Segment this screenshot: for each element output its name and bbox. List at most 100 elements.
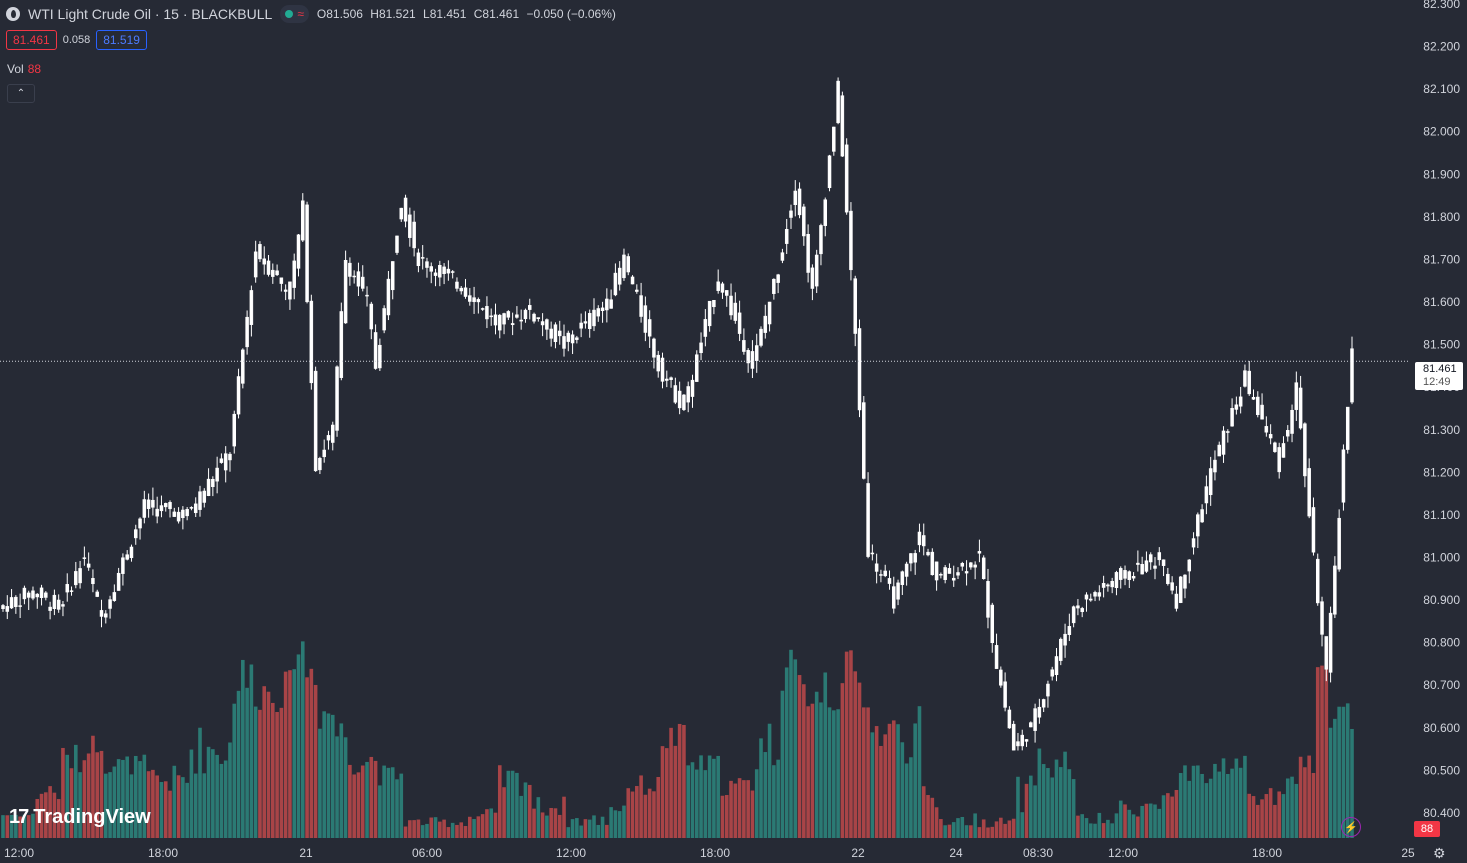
candle-body (1020, 734, 1024, 747)
volume-bar (626, 788, 631, 838)
volume-bar (579, 825, 583, 838)
volume-bar (506, 770, 511, 838)
candle-body (22, 587, 27, 600)
candle-body (772, 278, 776, 294)
volume-bar (412, 820, 416, 838)
candle-body (635, 289, 639, 292)
volume-bar (382, 765, 386, 838)
candle-body (1238, 396, 1243, 407)
candle-body (1131, 575, 1136, 579)
candle-body (990, 604, 995, 644)
volume-bar (1333, 718, 1337, 838)
volume-bar (1191, 765, 1196, 838)
candle-body (879, 574, 883, 576)
candle-body (570, 334, 575, 344)
volume-bar (1277, 791, 1281, 838)
candle-body (318, 457, 322, 471)
candle-body (1011, 723, 1016, 751)
price-tick-label: 81.500 (1423, 338, 1460, 352)
volume-bar (917, 706, 922, 838)
volume-bar (1234, 758, 1239, 838)
volume-bar (673, 745, 678, 838)
gear-icon[interactable]: ⚙ (1433, 845, 1446, 861)
volume-bar (232, 703, 237, 838)
symbol-title[interactable]: WTI Light Crude Oil · 15 · BLACKBULL (28, 6, 273, 22)
volume-bar (536, 797, 541, 838)
volume-bar (258, 709, 262, 838)
candle-body (789, 210, 793, 218)
candle-body (866, 483, 870, 557)
candle-body (412, 221, 416, 249)
candle-body (1298, 387, 1303, 429)
volume-bar (836, 709, 840, 838)
candle-body (476, 299, 481, 303)
market-status-pill[interactable]: ≈ (280, 5, 309, 23)
volume-bar (360, 765, 365, 838)
volume-bar (879, 745, 883, 838)
volume-bar (737, 778, 742, 838)
candle-body (557, 330, 562, 337)
candle-body (1281, 443, 1286, 458)
sell-button[interactable]: 81.461 (6, 30, 57, 50)
candle-body (382, 308, 386, 331)
price-tick-label: 80.700 (1423, 678, 1460, 692)
volume-legend[interactable]: Vol 88 (7, 62, 42, 76)
volume-bar (14, 814, 18, 838)
volume-bar (1153, 804, 1157, 838)
volume-bar (857, 682, 862, 838)
candle-body (1178, 576, 1183, 603)
candle-body (146, 499, 151, 509)
volume-bar (476, 816, 481, 838)
candle-body (1234, 404, 1239, 410)
volume-bar (609, 807, 613, 838)
candle-body (1003, 681, 1007, 708)
volume-bar (1058, 767, 1063, 838)
candle-body (759, 328, 763, 346)
candle-body (236, 376, 241, 415)
candle-body (733, 302, 738, 321)
volume-bar (408, 820, 412, 838)
candle-body (673, 385, 678, 403)
collapse-legend-button[interactable]: ⌃ (7, 84, 35, 103)
candle-body (168, 502, 172, 510)
volume-bar (446, 827, 451, 838)
volume-bar (1307, 755, 1311, 838)
volume-bar (883, 734, 888, 838)
volume-bar (699, 755, 703, 838)
candle-body (31, 590, 35, 599)
chevron-up-icon: ⌃ (16, 88, 26, 99)
volume-bar (562, 796, 566, 838)
volume-bar (1311, 772, 1316, 838)
volume-bar (720, 795, 725, 838)
buy-button[interactable]: 81.519 (96, 30, 147, 50)
volume-bar (1170, 796, 1174, 838)
candle-body (515, 314, 519, 318)
candle-body (442, 266, 446, 274)
volume-bar (103, 773, 108, 838)
tradingview-logo[interactable]: 17 TradingView (9, 806, 151, 828)
candle-body (1217, 444, 1221, 457)
volume-bar (981, 819, 986, 838)
volume-bar (1110, 823, 1114, 838)
volume-bar (343, 737, 348, 838)
candle-body (1046, 683, 1050, 697)
price-axis[interactable]: 82.300 82.200 82.100 82.000 81.900 81.800 81.7… (1423, 0, 1460, 820)
candle-body (943, 567, 947, 580)
candle-body (754, 345, 759, 361)
volume-bar (425, 823, 429, 838)
volume-bar (48, 786, 52, 838)
tv-mark-icon: 17 (9, 806, 29, 828)
lightning-icon[interactable]: ⚡ (1341, 817, 1361, 837)
candle-body (737, 312, 742, 334)
time-axis[interactable]: 12:00 18:00 21 06:00 12:00 18:00 22 24 08:30 12:0… (4, 846, 1415, 860)
volume-bar (1033, 785, 1037, 838)
volume-bar (1303, 767, 1307, 838)
volume-bar (656, 776, 661, 838)
candle-body (74, 571, 78, 586)
volume-bar (22, 814, 27, 838)
volume-bar (1204, 783, 1209, 838)
candle-body (947, 568, 952, 574)
volume-bar (288, 670, 292, 838)
volume-bar (1127, 809, 1132, 838)
